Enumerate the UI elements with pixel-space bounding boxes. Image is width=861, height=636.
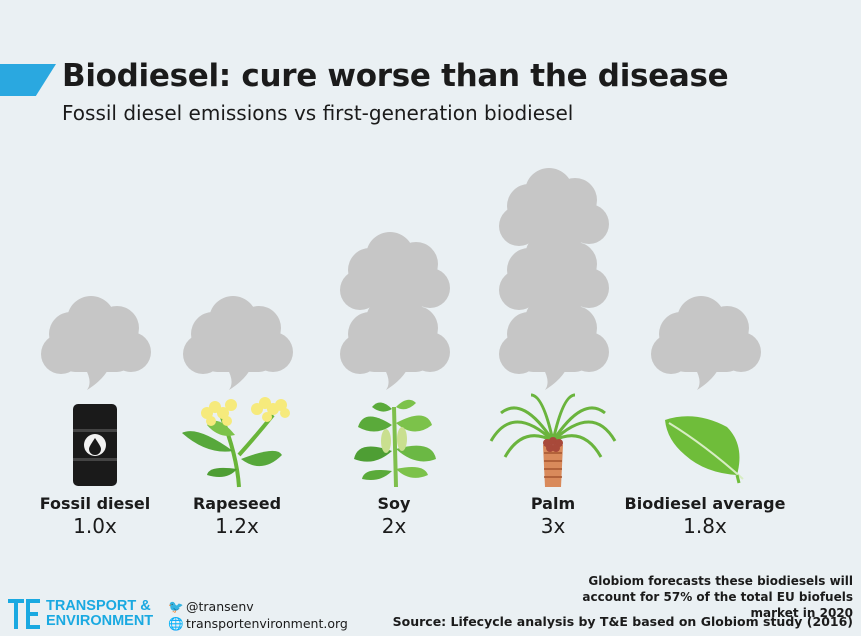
- logo-line-1: TRANSPORT &: [46, 598, 151, 614]
- logo-line-2: ENVIRONMENT: [46, 613, 154, 629]
- leaf-icon: [665, 416, 744, 484]
- category-value: 1.2x: [215, 514, 259, 538]
- category-label: Palm: [530, 494, 576, 513]
- emission-cloud-rapeseed-plant: [183, 296, 293, 390]
- website-url: transportenvironment.org: [186, 616, 348, 631]
- source-text: Source: Lifecycle analysis by T&E based …: [392, 614, 853, 629]
- category-label: Fossil diesel: [39, 494, 151, 513]
- rapeseed-plant-icon: [182, 397, 290, 488]
- logo-text: TRANSPORT & ENVIRONMENT: [46, 599, 153, 629]
- category-value: 2x: [381, 514, 407, 538]
- emission-cloud-palm-tree: [499, 168, 609, 390]
- chart-title: Biodiesel: cure worse than the disease: [62, 58, 729, 94]
- emission-cloud-oil-barrel: [41, 296, 151, 390]
- emission-cloud-leaf: [651, 250, 761, 390]
- chart-subtitle: Fossil diesel emissions vs first-generat…: [62, 101, 574, 125]
- category-label: Biodiesel average: [624, 494, 786, 513]
- category-value: 3x: [540, 514, 566, 538]
- twitter-link[interactable]: 🐦 @transenv: [168, 599, 254, 615]
- soy-plant-icon: [354, 399, 436, 488]
- emission-cloud-soy-plant: [340, 232, 450, 390]
- globe-icon: 🌐: [168, 616, 184, 631]
- category-value: 1.8x: [683, 514, 727, 538]
- palm-tree-icon: [489, 393, 617, 487]
- twitter-icon: 🐦: [168, 599, 184, 614]
- website-link[interactable]: 🌐 transportenvironment.org: [168, 616, 348, 632]
- twitter-handle: @transenv: [186, 599, 254, 614]
- category-value: 1.0x: [73, 514, 117, 538]
- category-label: Rapeseed: [192, 494, 282, 513]
- category-label: Soy: [377, 494, 411, 513]
- te-logo-icon: [8, 599, 40, 629]
- oil-barrel-icon: [73, 404, 117, 486]
- forecast-note: Globiom forecasts these biodiesels will …: [582, 574, 853, 620]
